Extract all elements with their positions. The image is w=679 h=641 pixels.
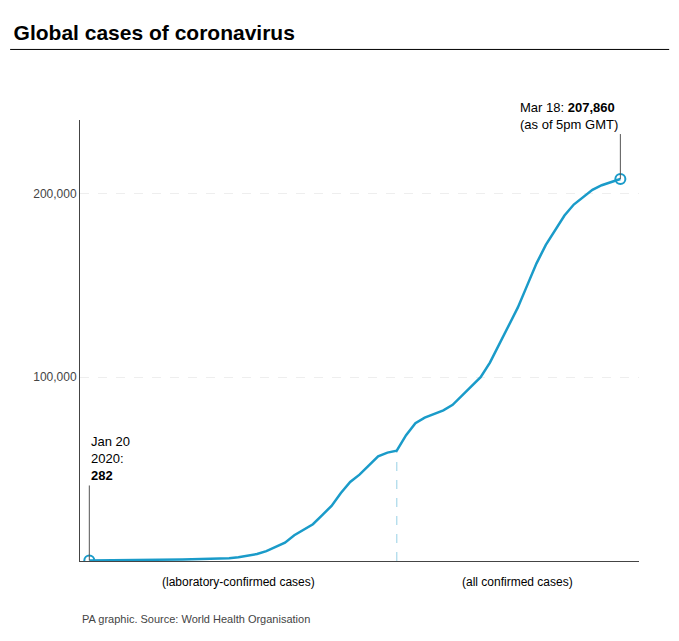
svg-text:(laboratory-confirmed cases): (laboratory-confirmed cases) — [162, 575, 315, 589]
svg-text:100,000: 100,000 — [33, 370, 77, 384]
svg-text:Mar 18: 207,860(as of 5pm GMT): Mar 18: 207,860(as of 5pm GMT) — [520, 100, 618, 132]
svg-text:(all confirmed cases): (all confirmed cases) — [462, 575, 573, 589]
svg-text:Global cases of coronavirus: Global cases of coronavirus — [14, 21, 295, 44]
svg-text:PA graphic. Source: World Heal: PA graphic. Source: World Health Organis… — [82, 613, 310, 625]
svg-text:200,000: 200,000 — [33, 187, 77, 201]
svg-text:Jan 202020:282: Jan 202020:282 — [91, 434, 130, 483]
